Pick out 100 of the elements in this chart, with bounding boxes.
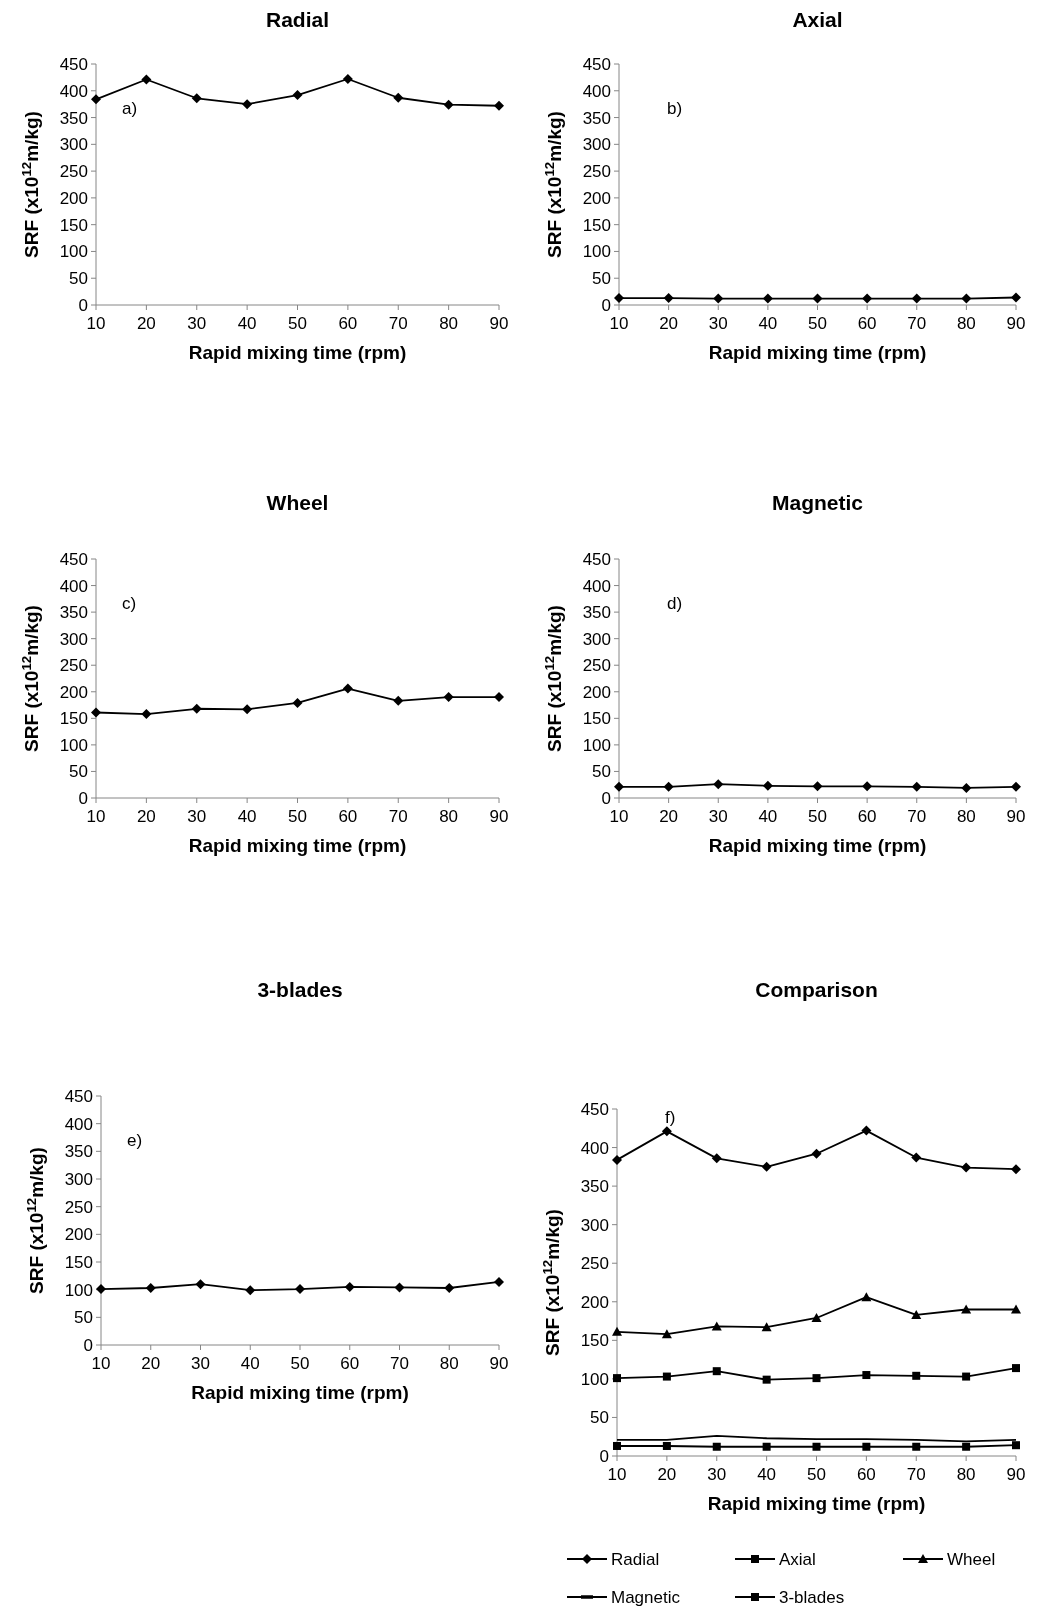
legend-label: 3-blades [779, 1587, 845, 1607]
y-tick-label: 300 [59, 629, 88, 649]
y-tick-label: 350 [64, 1142, 93, 1162]
x-tick-label: 10 [607, 1465, 627, 1484]
point [712, 1442, 721, 1451]
legend-label: Wheel [947, 1549, 996, 1569]
y-tick-label: 450 [59, 549, 88, 569]
y-tick-label: 250 [582, 656, 611, 676]
x-tick-label: 80 [439, 314, 459, 333]
x-tick-label: 40 [757, 1465, 777, 1484]
x-tick-label: 30 [707, 1465, 727, 1484]
point [762, 1442, 771, 1451]
x-tick-label: 50 [808, 314, 827, 333]
x-tick-label: 50 [808, 807, 827, 826]
point [141, 74, 152, 85]
chart-title: Magnetic [771, 491, 864, 514]
point [494, 692, 504, 703]
x-tick-label: 10 [609, 314, 629, 333]
x-tick-label: 40 [237, 314, 257, 333]
y-tick-label: 100 [59, 242, 88, 262]
point [762, 1375, 771, 1384]
x-axis-title: Rapid mixing time (rpm) [188, 835, 407, 856]
x-tick-label: 90 [489, 314, 509, 333]
chart-title: Wheel [266, 491, 329, 514]
x-tick-label: 60 [857, 314, 877, 333]
annotation: b) [667, 99, 683, 118]
x-tick-label: 10 [86, 314, 106, 333]
x-tick-label: 70 [388, 807, 408, 826]
y-tick-label: 100 [64, 1280, 93, 1300]
x-tick-label: 90 [1006, 1465, 1026, 1484]
x-tick-label: 50 [807, 1465, 826, 1484]
annotation: e) [127, 1131, 143, 1150]
y-tick-label: 450 [582, 54, 611, 74]
y-tick-label: 200 [582, 682, 611, 702]
point [494, 100, 504, 111]
x-tick-label: 70 [907, 807, 927, 826]
annotation: c) [122, 594, 137, 613]
annotation: f) [665, 1108, 676, 1127]
x-tick-label: 40 [240, 1354, 260, 1373]
point [191, 93, 202, 104]
x-tick-label: 70 [907, 314, 927, 333]
y-tick-label: 150 [59, 215, 88, 235]
y-tick-label: 350 [582, 108, 611, 128]
chart-title: Comparison [755, 978, 878, 1001]
x-tick-label: 30 [187, 314, 207, 333]
point [242, 704, 253, 715]
point [662, 1372, 671, 1381]
x-tick-label: 90 [489, 807, 509, 826]
chart-title: Axial [792, 8, 843, 31]
y-tick-label: 0 [601, 788, 611, 808]
x-tick-label: 60 [340, 1354, 360, 1373]
x-tick-label: 20 [659, 807, 679, 826]
y-tick-label: 300 [59, 135, 88, 155]
y-tick-label: 450 [64, 1086, 93, 1106]
point [912, 1442, 921, 1451]
y-tick-label: 400 [580, 1138, 609, 1158]
point [443, 99, 454, 110]
point [962, 1442, 971, 1451]
x-tick-label: 50 [288, 314, 307, 333]
point [962, 1372, 971, 1381]
y-tick-label: 200 [59, 682, 88, 702]
y-tick-label: 50 [590, 1408, 609, 1428]
x-tick-label: 40 [237, 807, 257, 826]
x-tick-label: 40 [758, 807, 778, 826]
x-tick-label: 80 [439, 807, 459, 826]
x-tick-label: 50 [288, 807, 307, 826]
x-tick-label: 80 [439, 1354, 459, 1373]
y-tick-label: 400 [582, 576, 611, 596]
y-tick-label: 400 [59, 576, 88, 596]
point [342, 74, 353, 84]
x-tick-label: 40 [758, 314, 778, 333]
point [443, 692, 454, 703]
y-tick-label: 350 [582, 603, 611, 623]
point [811, 1148, 822, 1159]
annotation: d) [667, 594, 683, 613]
point [811, 1312, 822, 1322]
x-tick-label: 30 [191, 1354, 210, 1373]
point [393, 695, 404, 706]
point [862, 1442, 871, 1451]
y-tick-label: 50 [69, 762, 88, 782]
y-tick-label: 350 [59, 603, 88, 623]
point [711, 1321, 722, 1331]
chart-title: Radial [265, 8, 330, 31]
x-tick-label: 10 [91, 1354, 111, 1373]
y-tick-label: 300 [580, 1215, 609, 1235]
y-tick-label: 50 [592, 762, 611, 782]
point [661, 1126, 672, 1137]
y-tick-label: 200 [580, 1292, 609, 1312]
x-axis-title: Rapid mixing time (rpm) [707, 1493, 926, 1514]
point [612, 1326, 622, 1336]
y-tick-label: 450 [580, 1099, 609, 1119]
point [613, 1374, 621, 1383]
x-axis-title: Rapid mixing time (rpm) [191, 1382, 409, 1403]
point [712, 1367, 721, 1376]
x-tick-label: 70 [906, 1465, 926, 1484]
x-axis-title: Rapid mixing time (rpm) [708, 342, 927, 363]
annotation: a) [122, 99, 138, 118]
x-tick-label: 20 [659, 314, 679, 333]
point [961, 1162, 972, 1173]
legend-label: Axial [779, 1549, 816, 1569]
